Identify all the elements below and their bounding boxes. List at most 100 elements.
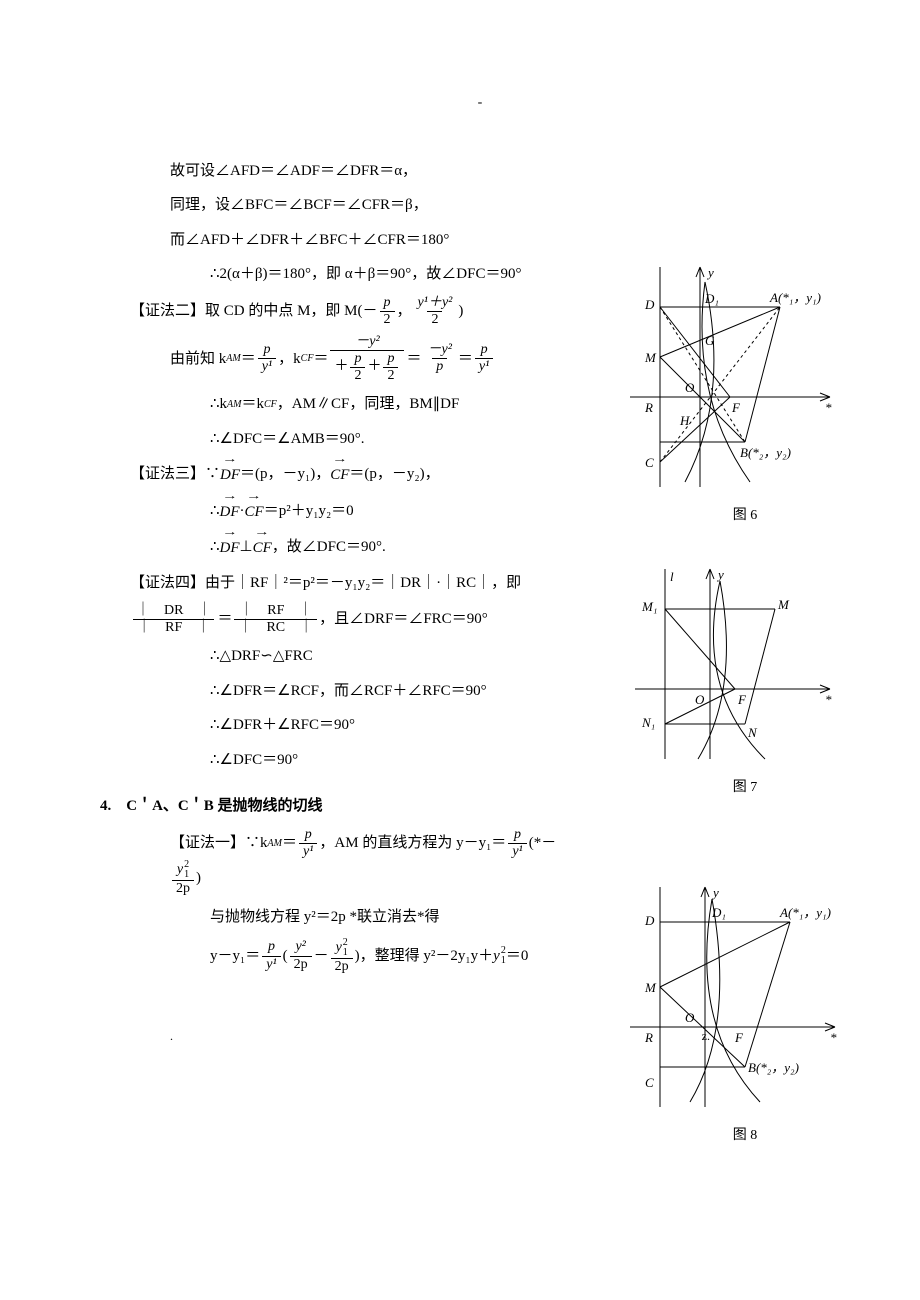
text: ＝: [217, 605, 232, 634]
text: ＝: [313, 345, 328, 374]
text: ＋: [334, 359, 348, 375]
lbl: M: [644, 350, 657, 365]
num: p: [477, 342, 492, 358]
text: 【证法三】∵: [130, 460, 220, 489]
lbl: R: [644, 1030, 653, 1045]
proof4-f: ∴∠DFC＝90°: [130, 746, 570, 775]
frac: p y¹: [258, 342, 276, 375]
text: ＝(p，－y₂)，: [349, 460, 439, 489]
lbl: O: [685, 380, 695, 395]
frac: p 2: [380, 295, 395, 328]
text: ＝: [406, 345, 421, 374]
proof2-b: 由前知 k AM ＝ p y¹ ，k CF ＝ －y² ＋ p 2 ＋ p 2: [130, 334, 570, 384]
frac: y21 2p: [172, 860, 194, 897]
lbl: C: [645, 455, 654, 470]
lbl: A(*₁，y₁): [769, 290, 821, 305]
frac: p y¹: [262, 939, 280, 972]
proof4-e: ∴∠DFR＋∠RFC＝90°: [130, 711, 570, 740]
frac: ｜ DR ｜ ｜ RF ｜: [132, 603, 215, 636]
den: y¹: [508, 843, 526, 860]
den: y¹: [475, 358, 493, 375]
lbl: M: [777, 597, 790, 612]
lbl: D₁: [711, 905, 726, 920]
content: 故可设∠AFD＝∠ADF＝∠DFR＝α， 同理，设∠BFC＝∠BCF＝∠CFR＝…: [130, 157, 830, 975]
num: p: [383, 351, 398, 367]
y: y: [336, 940, 342, 955]
line-1: 故可设∠AFD＝∠ADF＝∠DFR＝α，: [130, 157, 570, 186]
vec: DF: [220, 532, 240, 563]
proof3-b: ∴ DF · CF ＝p²＋y₁y₂＝0: [130, 496, 570, 527]
text: ∴: [210, 533, 220, 562]
den: 2p: [290, 956, 312, 973]
lbl: A(*₁，y₁): [779, 905, 831, 920]
figure-8: y * D D₁ A(*₁，y₁) M O R F C B(*₂，y₂): [620, 877, 860, 1117]
den: ｜ RC ｜: [234, 619, 317, 636]
page-mark: -: [130, 90, 830, 117]
text: ): [196, 864, 201, 893]
proof3-head: 【证法三】∵ DF ＝(p，－y₁)， CF ＝(p，－y₂)，: [130, 459, 570, 490]
num: p: [264, 939, 279, 955]
lbl: O: [685, 1010, 695, 1025]
sec4-b: 与抛物线方程 y²＝2p *联立消去*得: [130, 903, 570, 932]
text: ，AM 的直线方程为 y－y₁＝: [319, 829, 506, 858]
frac: p 2: [383, 351, 398, 384]
text: ⊥: [240, 533, 253, 562]
sub: 1: [184, 870, 189, 880]
sec4-a: 【证法一】∵k AM ＝ p y¹ ，AM 的直线方程为 y－y₁＝ p y¹ …: [130, 827, 570, 897]
lbl: *: [825, 400, 832, 415]
frac: y21 2p: [331, 938, 353, 975]
text: 由前知 k: [170, 345, 226, 374]
num: p: [259, 342, 274, 358]
frac: －y² ＋ p 2 ＋ p 2: [330, 334, 404, 384]
text: ): [458, 297, 463, 326]
proof3-c: ∴ DF ⊥ CF ，故∠DFC＝90°.: [130, 532, 570, 563]
lbl: D: [644, 913, 655, 928]
sec4-c: y－y₁＝ p y¹ ( y² 2p － y21 2p )，整理得 y²－2y₁…: [130, 938, 570, 975]
den: ｜ RF ｜: [133, 619, 214, 636]
frac: p y¹: [508, 827, 526, 860]
figure-7: y * l M₁ M O F N₁ N: [620, 559, 850, 769]
num: y21: [332, 938, 352, 958]
lbl: y: [711, 885, 719, 900]
lbl: C: [645, 1075, 654, 1090]
text: 【证法二】取 CD 的中点 M，即 M(－: [130, 297, 378, 326]
num: ｜ DR ｜: [132, 603, 215, 619]
num: －y²: [423, 342, 455, 358]
main-column: 故可设∠AFD＝∠ADF＝∠DFR＝α， 同理，设∠BFC＝∠BCF＝∠CFR＝…: [130, 157, 570, 975]
den: 2: [383, 367, 398, 384]
lbl: D₁: [704, 291, 719, 306]
subsup: 21: [184, 860, 189, 880]
frac: p y¹: [475, 342, 493, 375]
den: y¹: [299, 843, 317, 860]
text: y－y₁＝: [210, 942, 260, 971]
text: ∴: [210, 497, 220, 526]
proof4-d: ∴∠DFR＝∠RCF，而∠RCF＋∠RFC＝90°: [130, 677, 570, 706]
text: ＝(p，－y₁)，: [240, 460, 330, 489]
num: p: [510, 827, 525, 843]
line-2: 同理，设∠BFC＝∠BCF＝∠CFR＝β，: [130, 191, 570, 220]
lbl: F: [737, 692, 747, 707]
num: ｜ RF ｜: [235, 603, 316, 619]
proof4-head: 【证法四】由于｜RF｜²＝p²＝－y₁y₂＝｜DR｜·｜RC｜，即: [130, 569, 610, 598]
num: y21: [173, 860, 193, 880]
text: ，故∠DFC＝90°.: [272, 533, 386, 562]
footer-left: .: [170, 1025, 173, 1048]
frac: p 2: [350, 351, 365, 384]
frac: －y² p: [423, 342, 455, 375]
proof4-c: ∴△DRF∽△FRC: [130, 642, 570, 671]
frac: p y¹: [299, 827, 317, 860]
den: 2p: [172, 880, 194, 897]
text: －: [314, 942, 329, 971]
sub: CF: [264, 395, 277, 414]
text: ，且∠DRF＝∠FRC＝90°: [319, 605, 488, 634]
vec: CF: [330, 459, 349, 490]
sub: CF: [301, 349, 314, 368]
frac: ｜ RF ｜ ｜ RC ｜: [234, 603, 317, 636]
den: 2: [380, 311, 395, 328]
subsup: 21: [343, 938, 348, 958]
den: y¹: [258, 358, 276, 375]
figures-column: y * D D₁ A(*₁，y₁) M G O R H F C B(*₂，y₂)…: [620, 257, 870, 1180]
lbl: D: [644, 297, 655, 312]
text: (: [283, 942, 288, 971]
y: y: [493, 942, 500, 971]
